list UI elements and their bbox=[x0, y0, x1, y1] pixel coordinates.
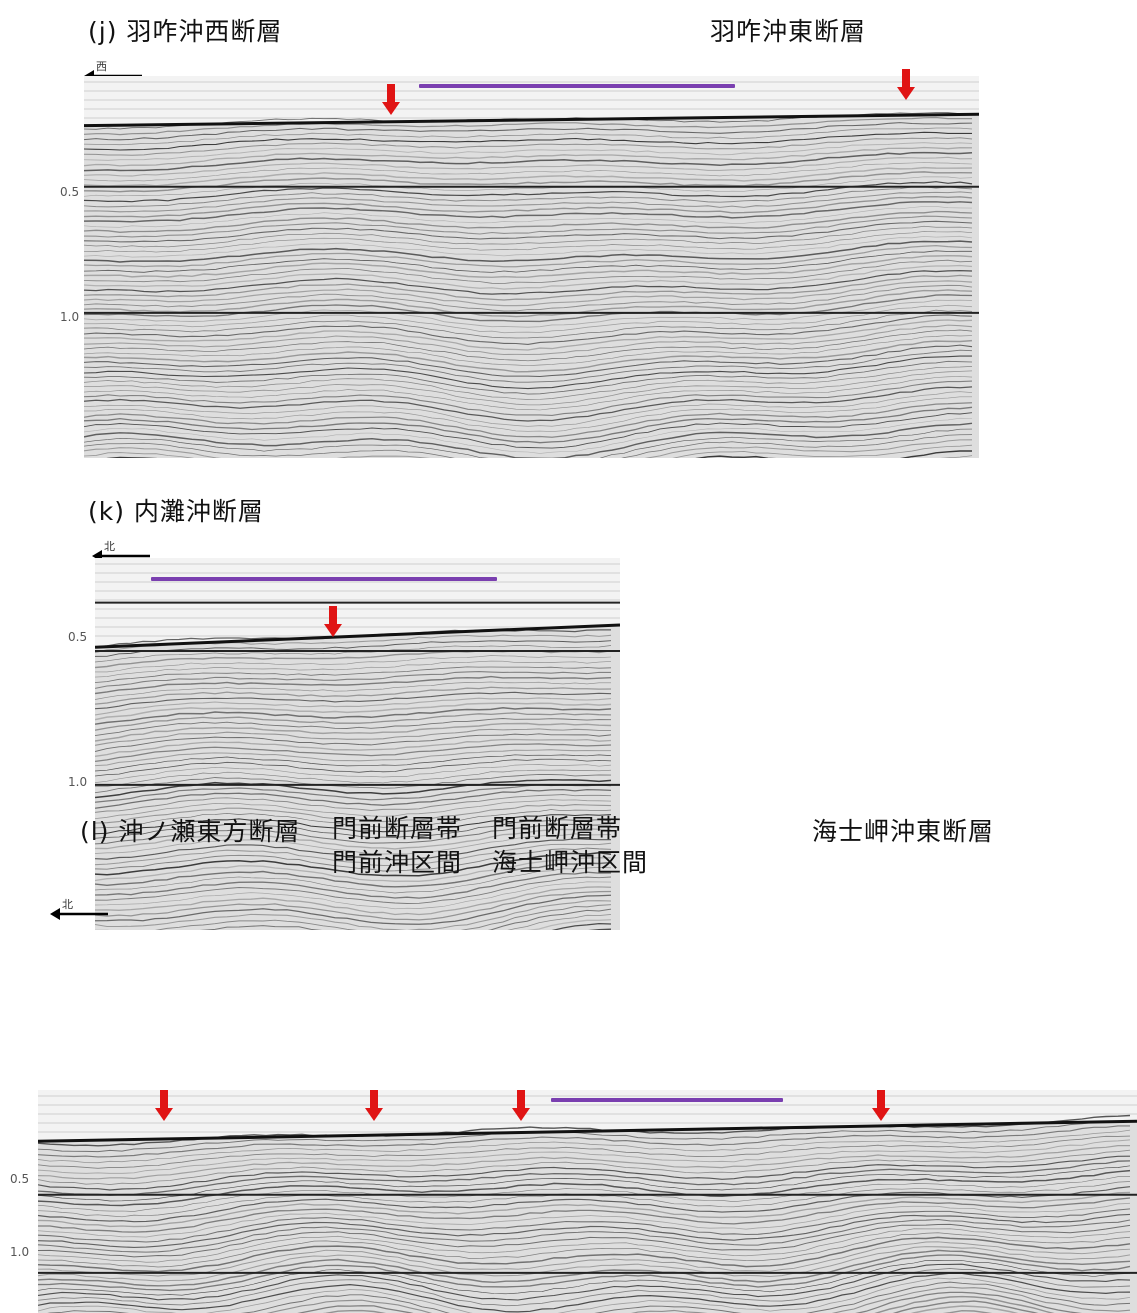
tick-label-0-5: 0.5 bbox=[10, 1172, 30, 1186]
fault-arrow-icon bbox=[897, 69, 915, 101]
tick-label-1-0: 1.0 bbox=[60, 310, 80, 324]
tick-label-0-5: 0.5 bbox=[60, 185, 80, 199]
down-arrow-icon bbox=[382, 84, 400, 115]
tick-label-1-0: 1.0 bbox=[10, 1245, 30, 1259]
fault-arrow-icon bbox=[365, 1090, 383, 1122]
down-arrow-icon bbox=[872, 1090, 890, 1121]
seismic-reflector-lines bbox=[38, 1095, 1137, 1313]
direction-arrow-north: 北 bbox=[50, 898, 114, 922]
panel-l-title: (l) 沖ノ瀬東方断層 bbox=[80, 817, 301, 846]
direction-label: 西 bbox=[96, 60, 107, 73]
panel-l-fault-label-monzen-monzen-oki: 門前断層帯 門前沖区間 bbox=[332, 812, 462, 880]
seismic-reflector-lines bbox=[84, 81, 979, 458]
fault-arrow-icon bbox=[382, 84, 400, 116]
fault-extent-bar bbox=[151, 577, 497, 581]
fault-extent-bar bbox=[419, 84, 735, 88]
fault-arrow-icon bbox=[872, 1090, 890, 1122]
fault-segment-label: 海士岬沖区間 bbox=[492, 848, 649, 877]
direction-label: 北 bbox=[62, 898, 73, 911]
panel-j-title: (j) 羽咋沖西断層 bbox=[88, 17, 283, 46]
down-arrow-icon bbox=[324, 606, 342, 637]
down-arrow-icon bbox=[512, 1090, 530, 1121]
panel-k-title: (k) 内灘沖断層 bbox=[88, 497, 264, 526]
fault-extent-bar bbox=[551, 1098, 783, 1102]
fault-arrow-icon bbox=[155, 1090, 173, 1122]
fault-zone-label: 門前断層帯 bbox=[332, 814, 463, 843]
fault-arrow-icon bbox=[512, 1090, 530, 1122]
fault-segment-label: 門前沖区間 bbox=[332, 848, 463, 877]
down-arrow-icon bbox=[897, 69, 915, 100]
seismic-section-j bbox=[84, 76, 979, 458]
tick-label-1-0: 1.0 bbox=[68, 775, 88, 789]
direction-label: 北 bbox=[104, 540, 115, 553]
down-arrow-icon bbox=[365, 1090, 383, 1121]
fault-zone-label: 門前断層帯 bbox=[492, 814, 623, 843]
tick-label-0-5: 0.5 bbox=[68, 630, 88, 644]
panel-l-fault-label-amazaki-east: 海士岬沖東断層 bbox=[812, 817, 995, 846]
fault-arrow-icon bbox=[324, 606, 342, 638]
panel-l-fault-label-monzen-amazaki: 門前断層帯 海士岬沖区間 bbox=[492, 812, 648, 880]
down-arrow-icon bbox=[155, 1090, 173, 1121]
seismic-reflector-lines bbox=[95, 563, 620, 930]
panel-j-fault-label-east: 羽咋沖東断層 bbox=[710, 17, 867, 46]
seismic-section-l bbox=[38, 1090, 1137, 1313]
seismic-section-k bbox=[95, 558, 620, 930]
left-arrow-icon bbox=[50, 908, 108, 920]
